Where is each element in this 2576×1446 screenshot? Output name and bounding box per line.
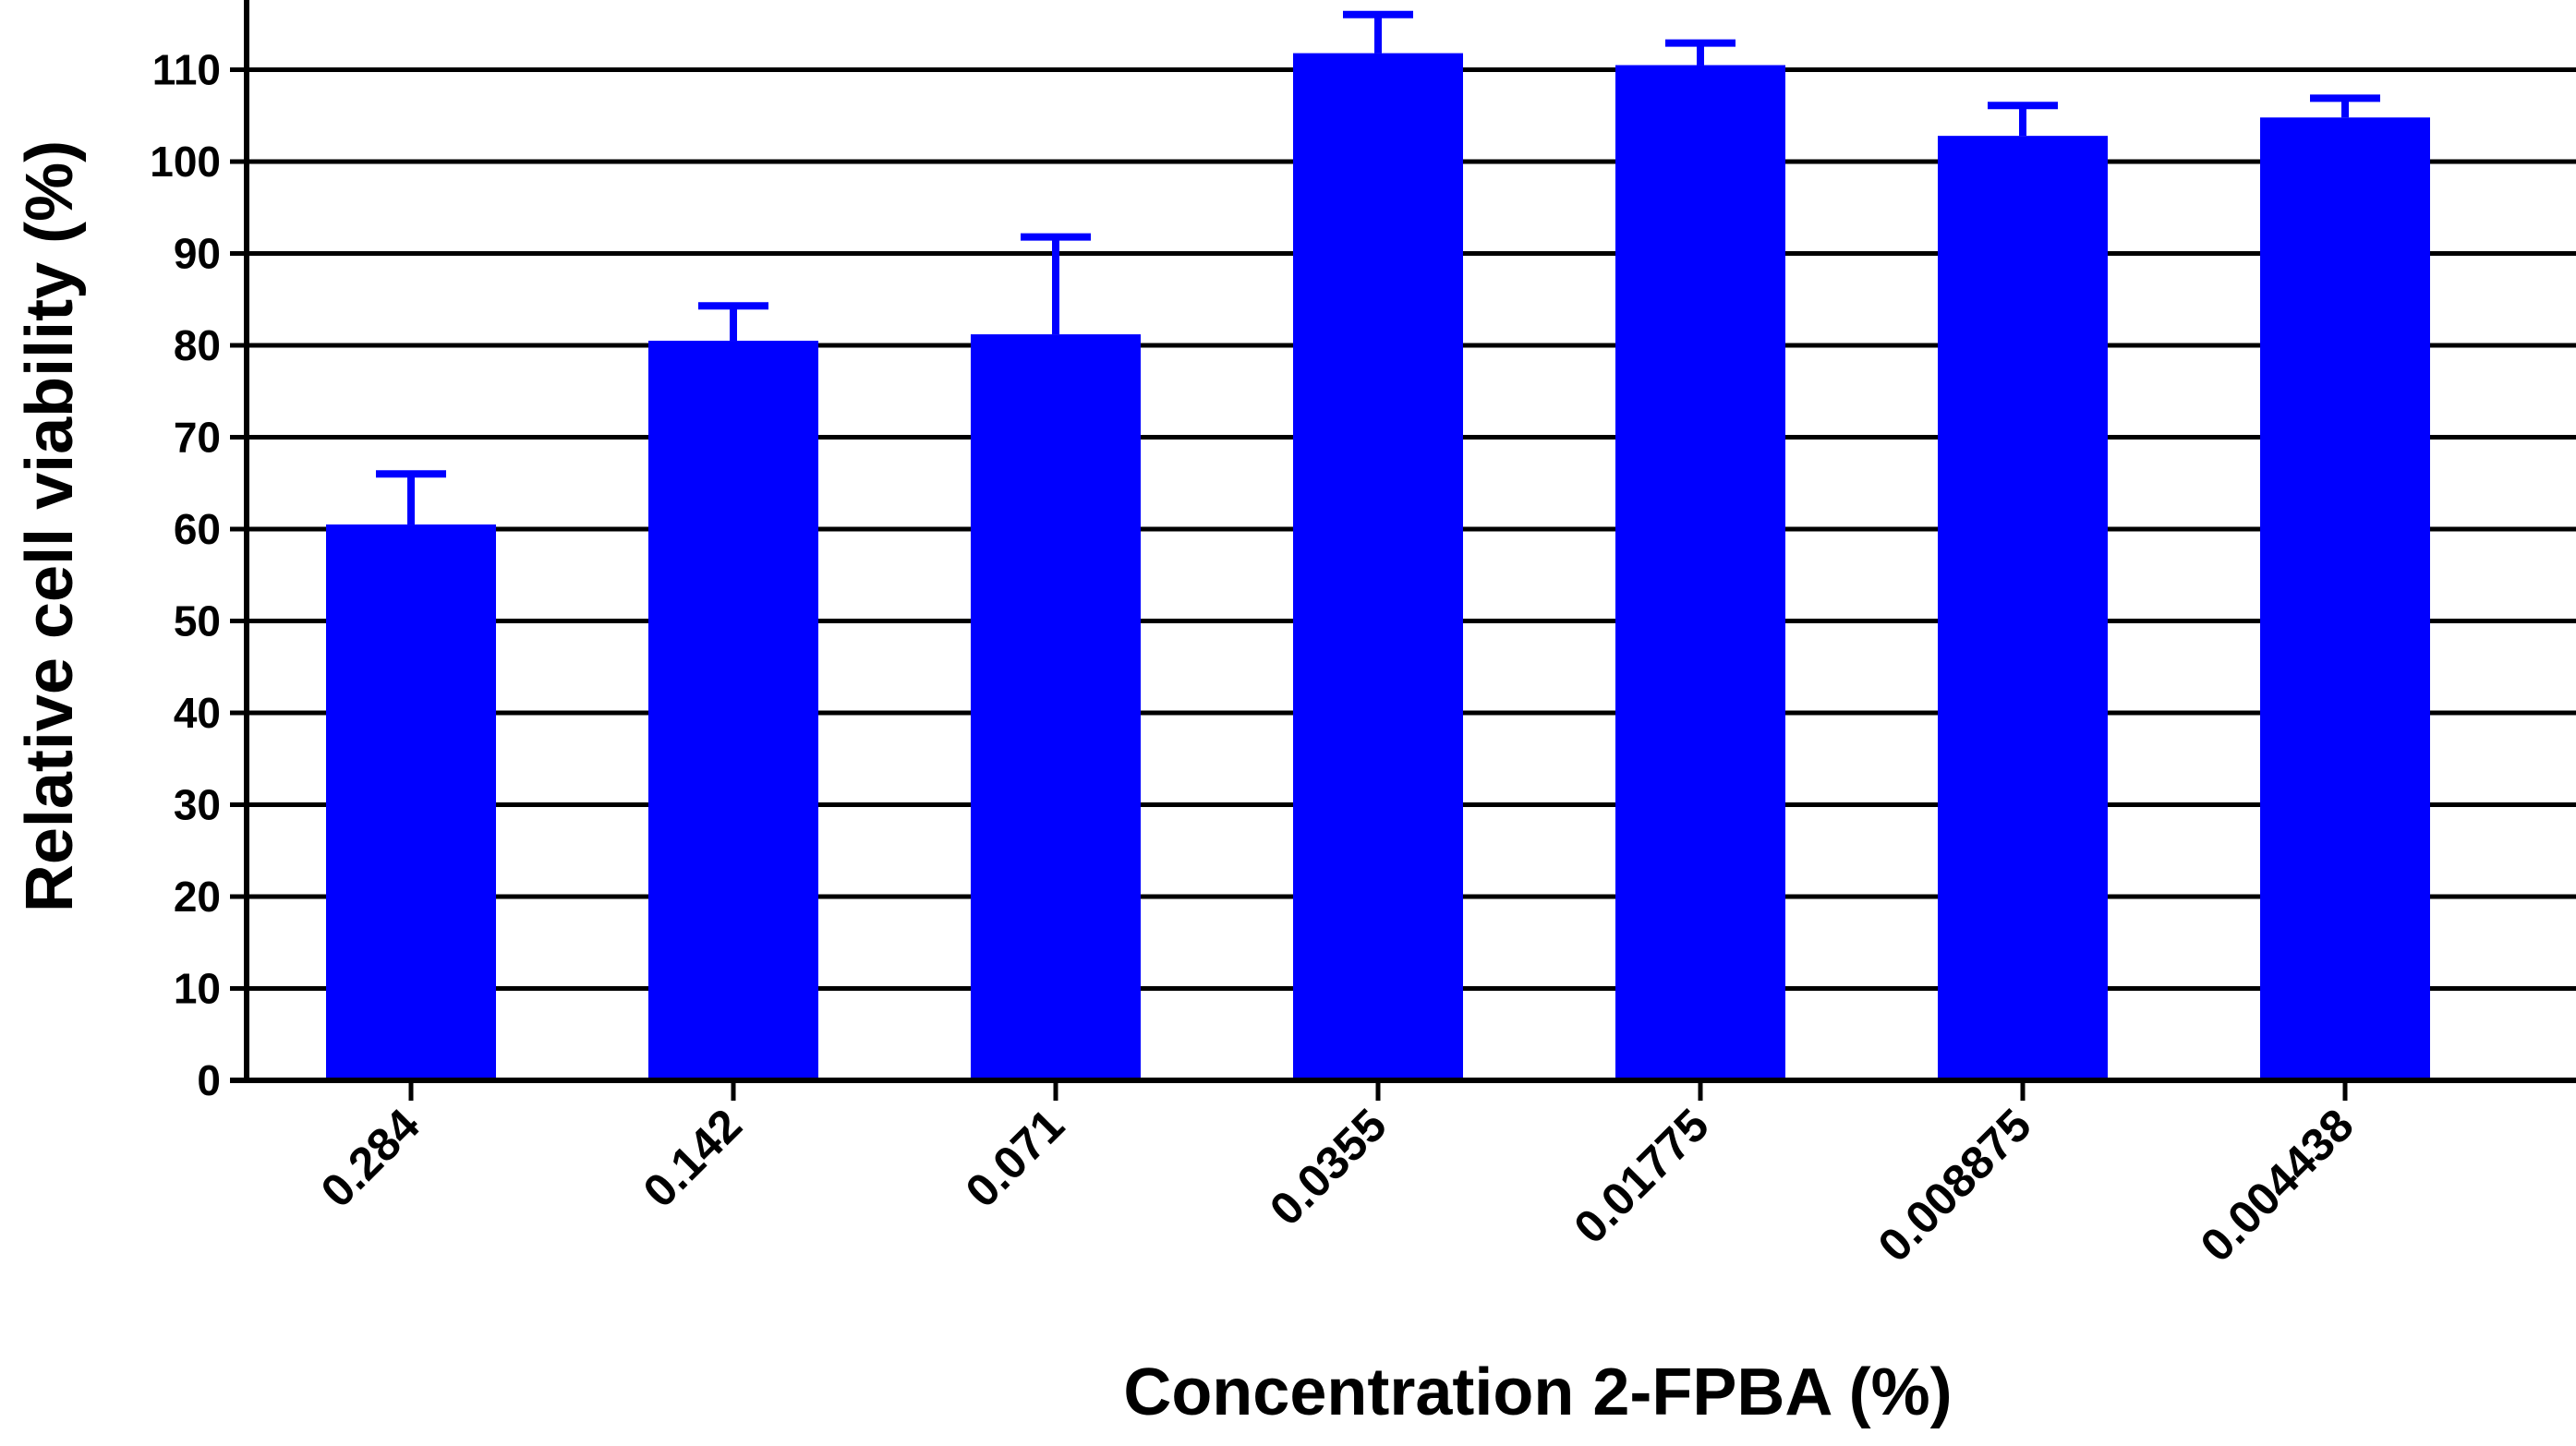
error-bars (376, 10, 2380, 525)
y-tick-label: 90 (174, 230, 221, 278)
x-tick-label: 0.004438 (2191, 1099, 2364, 1271)
y-axis-ticks: 0 10 20 30 40 50 60 70 80 90 100 110 (150, 46, 247, 1104)
y-tick-label: 20 (174, 873, 221, 921)
x-tick-label: 0.0355 (1260, 1099, 1397, 1235)
y-tick-label: 100 (150, 138, 221, 186)
x-axis-ticks: 0.284 0.142 0.071 0.0355 0.01775 0.008875 0.00… (311, 1080, 2364, 1271)
bars (326, 53, 2430, 1081)
y-tick-label: 0 (197, 1056, 221, 1104)
y-tick-label: 50 (174, 597, 221, 645)
x-tick-label: 0.01775 (1564, 1099, 1718, 1253)
y-tick-label: 70 (174, 414, 221, 462)
bar (1938, 136, 2108, 1080)
y-tick-label: 10 (174, 965, 221, 1013)
bar (1615, 65, 1785, 1080)
bar (326, 524, 496, 1080)
x-tick-label: 0.008875 (1869, 1099, 2041, 1271)
x-axis-title: Concentration 2-FPBA (%) (1123, 1356, 1952, 1429)
y-tick-label: 40 (174, 689, 221, 737)
y-axis-title: Relative cell viability (%) (13, 140, 87, 912)
bar (2260, 117, 2430, 1081)
bar (648, 341, 818, 1080)
bar (1293, 53, 1463, 1081)
bar (971, 334, 1141, 1080)
y-tick-label: 30 (174, 781, 221, 829)
x-tick-label: 0.071 (956, 1099, 1074, 1217)
x-tick-label: 0.142 (634, 1099, 752, 1217)
y-tick-label: 80 (174, 321, 221, 369)
y-tick-label: 60 (174, 505, 221, 553)
y-tick-label: 110 (152, 46, 221, 94)
axes (230, 0, 2576, 1083)
x-tick-label: 0.284 (311, 1099, 429, 1217)
